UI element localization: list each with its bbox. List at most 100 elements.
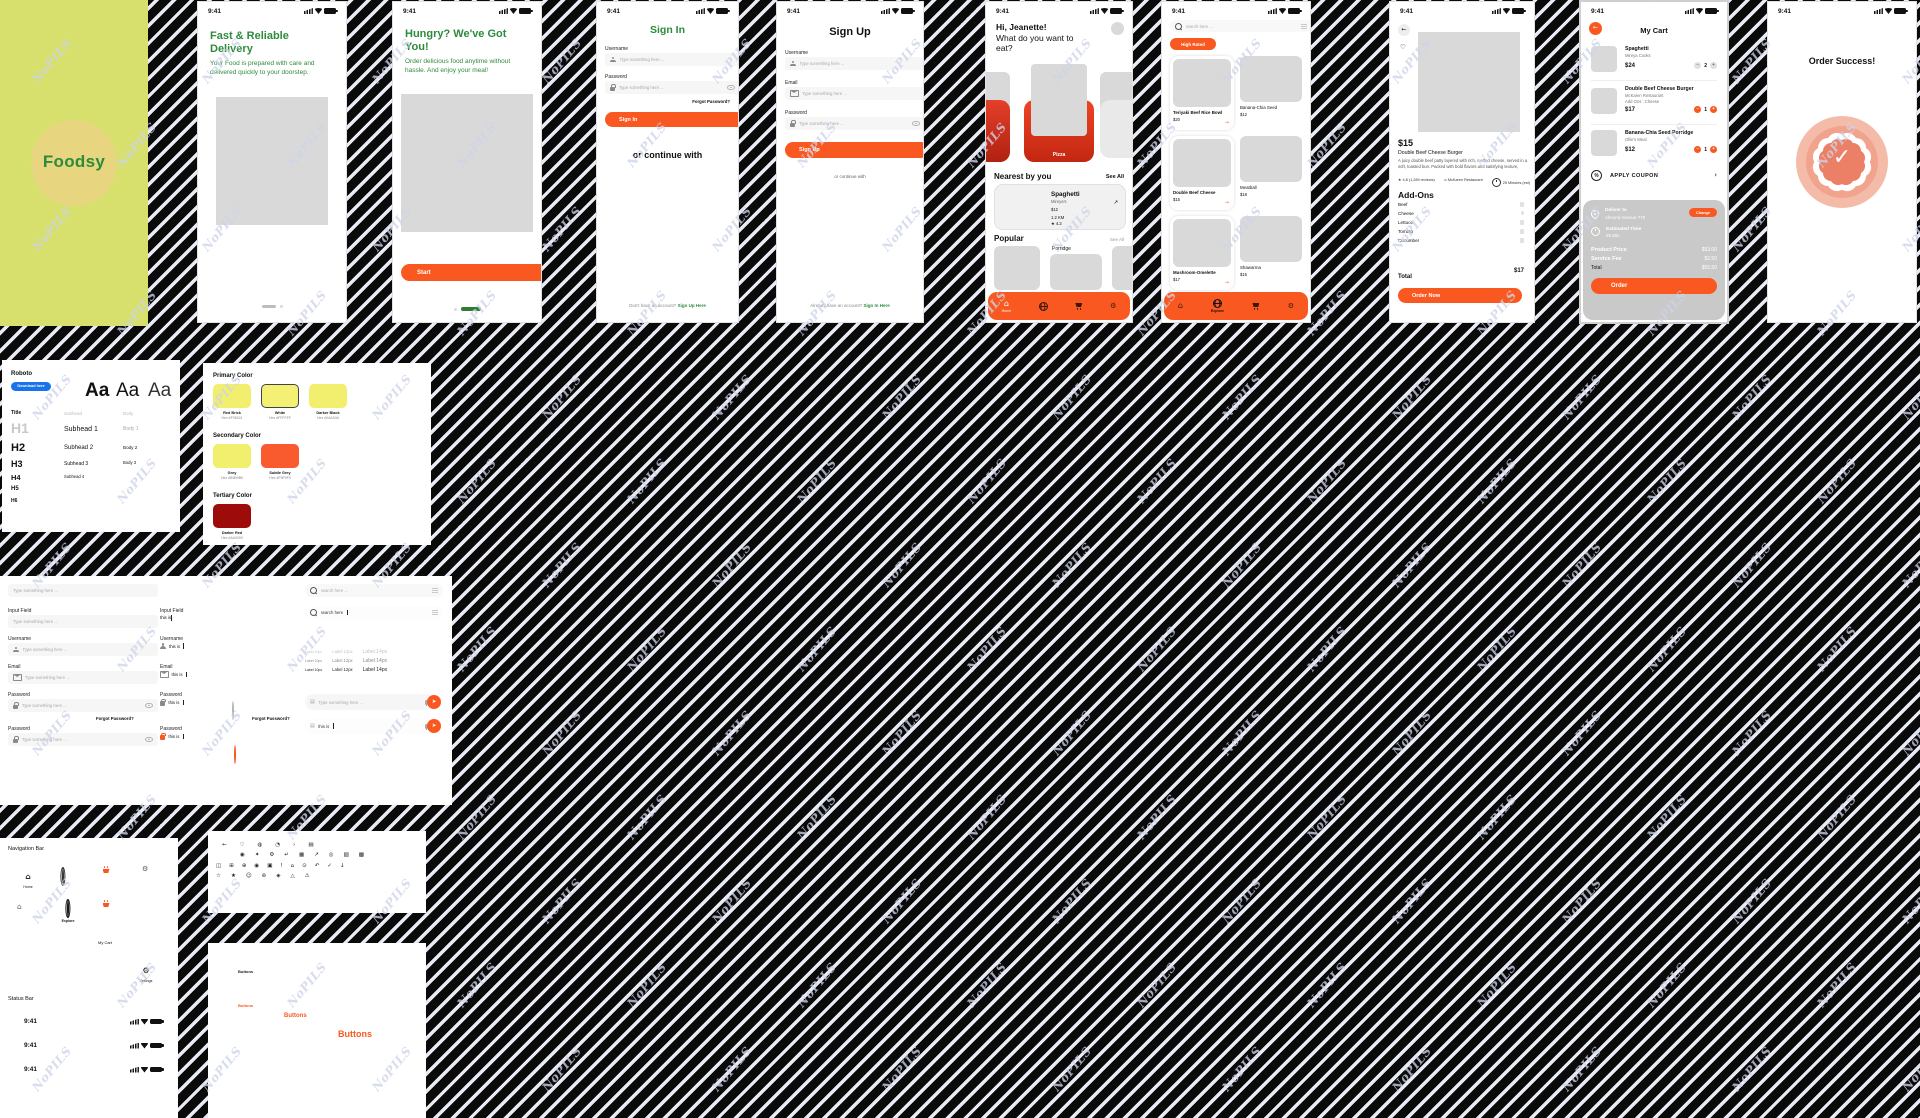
see-all-link[interactable]: See All — [1105, 174, 1124, 180]
input-field-active[interactable]: this is — [160, 615, 173, 621]
page-dot-active[interactable] — [460, 307, 481, 311]
input-default[interactable]: Type something here ... — [8, 584, 158, 597]
food-card[interactable]: Mushroom-Omelette $17 → — [1170, 216, 1234, 290]
minus-button[interactable]: − — [1694, 61, 1702, 69]
sign-in-button[interactable]: Sign In — [605, 112, 738, 127]
addon-checkbox[interactable] — [1519, 202, 1524, 207]
avatar[interactable] — [1111, 22, 1124, 35]
swatch-red-brick[interactable] — [213, 384, 251, 408]
nav-state-explore[interactable] — [62, 867, 64, 886]
arrow-right-icon[interactable]: → — [1224, 200, 1229, 206]
search-input[interactable]: search here ... — [1170, 20, 1310, 32]
attachment-icon[interactable]: ▤ — [310, 722, 315, 729]
order-now-button[interactable]: Order Now — [1398, 288, 1522, 303]
forgot-password-link[interactable]: Forgot Password? — [96, 716, 134, 721]
food-card[interactable]: Shawarma $15 — [1240, 216, 1302, 290]
food-card[interactable]: Banana-Chia Seed $12 — [1240, 56, 1302, 130]
forgot-password-link[interactable]: Forgot Password? — [252, 716, 290, 721]
text-button-medium[interactable]: Buttons — [284, 1013, 307, 1019]
filter-icon[interactable] — [432, 610, 438, 615]
nav-state-mycart-label[interactable]: My Cart — [98, 940, 112, 945]
arrow-right-icon[interactable]: → — [1224, 280, 1229, 286]
popular-list[interactable]: Porridge — [986, 244, 1132, 290]
arrow-right-icon[interactable]: → — [1224, 120, 1229, 126]
nav-cart[interactable] — [1075, 302, 1083, 310]
popular-item-image[interactable] — [1112, 246, 1132, 290]
eye-icon[interactable] — [232, 701, 234, 720]
eye-icon[interactable] — [234, 745, 236, 764]
category-carousel[interactable]: Pizza — [986, 60, 1132, 168]
high-rated-chip[interactable]: High Rated — [1170, 38, 1216, 50]
addon-checkbox[interactable] — [1519, 220, 1524, 225]
sign-in-link[interactable]: Sign In Here — [863, 303, 890, 308]
eye-icon[interactable] — [912, 120, 920, 127]
email-field-active[interactable]: this is — [160, 671, 187, 678]
attachment-icon[interactable]: ▤ — [310, 698, 315, 705]
send-button[interactable]: ➤ — [427, 719, 441, 733]
change-address-button[interactable]: Change — [1689, 208, 1717, 217]
popular-item-image[interactable] — [1050, 254, 1102, 290]
nav-settings[interactable]: ⚙ — [1110, 302, 1116, 310]
text-button-small[interactable]: Buttons — [238, 1003, 254, 1008]
nav-state-explore-active[interactable]: Explore — [54, 899, 82, 923]
username-field[interactable]: Type something here ... — [605, 53, 738, 66]
email-field[interactable]: Type something here ... — [8, 671, 158, 684]
password-field[interactable]: Type something here ... — [605, 81, 738, 94]
message-input[interactable]: ▤ Type something here ... — [305, 694, 433, 710]
page-dot[interactable] — [279, 305, 283, 308]
plus-button[interactable]: + — [1710, 105, 1717, 113]
username-field[interactable]: Type something here ... — [8, 643, 158, 656]
plus-button[interactable]: + — [1710, 61, 1717, 69]
mic-icon[interactable] — [425, 723, 428, 731]
nav-state-home[interactable]: ⌂ — [17, 902, 22, 911]
search-input-active[interactable]: search here — [305, 606, 443, 619]
sign-up-link[interactable]: Sign Up Here — [677, 303, 706, 308]
arrow-up-right-icon[interactable]: ↗ — [1113, 200, 1118, 206]
download-font-button[interactable]: Download here — [11, 382, 51, 391]
nav-explore[interactable] — [1038, 301, 1048, 311]
minus-button[interactable]: − — [1694, 105, 1702, 113]
mic-icon[interactable] — [425, 699, 428, 707]
nav-cart[interactable] — [1252, 302, 1260, 310]
food-card[interactable]: Double Beef Cheese $15 → — [1170, 136, 1234, 210]
send-button[interactable]: ➤ — [427, 695, 441, 709]
swatch-grey[interactable] — [213, 444, 251, 468]
text-button-dark[interactable]: Buttons — [238, 969, 254, 974]
plus-button[interactable]: + — [1710, 145, 1717, 153]
nav-state-settings[interactable]: ⚙ — [142, 866, 148, 873]
eye-icon[interactable] — [145, 702, 153, 709]
see-all-link[interactable]: See All — [1109, 237, 1124, 242]
filter-icon[interactable] — [1301, 23, 1307, 29]
filter-icon[interactable] — [432, 588, 438, 593]
nav-state-home-active[interactable]: ⌂ Home — [23, 872, 33, 889]
forgot-password-link[interactable]: Forgot Password? — [692, 99, 730, 104]
nav-home[interactable]: ⌂ — [1178, 302, 1183, 310]
page-indicator[interactable] — [198, 305, 346, 308]
favorite-heart-icon[interactable]: ♡ — [1400, 43, 1406, 51]
sign-up-button[interactable]: Sign Up — [785, 142, 923, 158]
nearest-card[interactable]: Spaghetti Mireya's $12 1.2 KM ★ 4.2 ↗ — [994, 184, 1126, 230]
nav-explore[interactable]: Explore — [1211, 299, 1224, 313]
back-button[interactable]: ← — [1589, 22, 1602, 35]
message-input-active[interactable]: ▤ this is — [305, 718, 433, 734]
password-field[interactable]: Type something here ... — [785, 117, 923, 130]
addon-checkbox[interactable] — [1519, 238, 1524, 243]
username-field-active[interactable]: this is — [160, 643, 185, 649]
password-field[interactable]: Type something here ... — [8, 699, 158, 712]
category-card-partial[interactable] — [986, 100, 1010, 162]
category-card-partial[interactable] — [1100, 100, 1132, 158]
nav-home[interactable]: ⌂ Home — [1001, 298, 1012, 313]
apply-coupon-row[interactable]: % APPLY COUPON › — [1591, 170, 1717, 181]
password-field-active[interactable]: this is — [160, 698, 184, 706]
addon-checkbox[interactable] — [1519, 229, 1524, 234]
food-card[interactable]: Meatball $18 — [1240, 136, 1302, 210]
nav-state-settings-active[interactable]: ⚙ Settings — [139, 966, 153, 984]
input-field[interactable]: Type something here ... — [8, 615, 158, 628]
start-button[interactable]: Start — [401, 264, 541, 281]
search-input[interactable]: search here ... — [305, 584, 443, 597]
popular-item-image[interactable] — [994, 246, 1040, 290]
eye-icon[interactable] — [727, 84, 735, 91]
email-field[interactable]: Type something here ... — [785, 87, 923, 100]
order-button[interactable]: Order — [1591, 278, 1717, 294]
page-indicator[interactable] — [393, 307, 541, 311]
